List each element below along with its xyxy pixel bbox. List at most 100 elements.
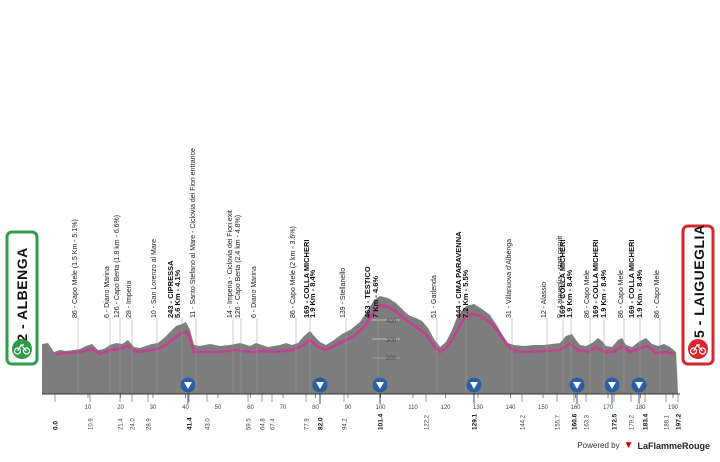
scale-label: 90 [345,405,352,411]
scale-label: 20 [117,405,124,411]
km-label: 0.0 [53,421,60,430]
flame-logo-icon: ▼ [623,440,634,451]
scale-label: 140 [505,405,516,411]
waypoint-label: 31 - Villanuova d'Albenga [506,239,513,318]
waypoint-label: 7 Km - 4.6% [371,276,380,318]
route-line [55,303,675,356]
scale-label: 10 [85,405,92,411]
gpm-arrow-icon [573,382,581,389]
waypoint-label: 9 - Laigueglia - start circuit [557,236,564,318]
elevation-tick: 300 [386,338,397,344]
km-label: 129.1 [472,413,479,430]
km-label: 41.4 [187,417,194,430]
gpm-arrow-icon [316,382,324,389]
elevation-scale: 400 300 200 [372,319,400,362]
waypoint-label: 1.9 Km - 8.4% [565,269,574,318]
km-label: 122.2 [425,414,431,430]
scale-label: 70 [280,405,287,411]
gpm-markers [180,377,647,404]
km-label: 21.4 [119,418,125,430]
km-label: 179.2 [630,414,636,430]
elevation-tick: 200 [386,356,397,362]
scale-label: 40 [182,405,189,411]
km-label: 77.9 [305,418,311,430]
scale-label: 190 [668,405,679,411]
waypoint-label: 5.6 Km - 4.1% [173,269,182,318]
km-label: 43.0 [206,418,212,430]
start-badge: 12 - ALBENGA [5,230,39,366]
waypoint-label: 169 - COLLA MICHERI [302,240,311,318]
waypoint-label: 7.2 Km - 5.5% [461,269,470,318]
scale-label: 160 [570,405,581,411]
km-label: 10.9 [89,418,95,430]
waypoint-label: 6 - Diano Marina [251,266,258,318]
km-label: 64.8 [261,418,267,430]
km-label: 144.2 [521,414,527,430]
start-label: 12 - ALBENGA [14,247,30,350]
scale-label: 80 [312,405,319,411]
scale-label: 60 [247,405,254,411]
gpm-arrow-icon [635,382,643,389]
gpm-arrow-icon [608,382,616,389]
km-labels: 0.0 10.9 21.4 24.0 28.9 41.4 43.0 59.5 64.8 67.4 7… [53,394,683,430]
finish-badge-frame [681,224,715,366]
km-label: 172.5 [612,413,619,430]
km-label: 94.2 [343,418,349,430]
waypoint-label: 28 - Imperia [126,281,133,318]
waypoint-label: 1.9 Km - 8.4% [308,269,317,318]
scale-label: 120 [440,405,451,411]
gpm-arrow-icon [376,382,384,389]
waypoint-label: 86 - Capo Mele (1.5 Km - 5.1%) [72,219,79,318]
waypoint-label: 86 - Capo Mele [618,270,625,318]
elevation-profile [42,296,678,394]
km-label: 101.4 [378,413,385,430]
scale-label: 50 [215,405,222,411]
km-label: 160.6 [572,413,579,430]
waypoint-label: 10 - San Lorenzo al Mare [151,239,158,318]
start-badge-frame [5,230,39,366]
waypoint-label: 243 - CIPRESSA [166,260,175,318]
waypoint-label: 169 - COLLA MICHERI [627,240,636,318]
km-label: 28.9 [147,418,153,430]
km-label: 24.0 [131,418,137,430]
waypoint-labels: 86 - Capo Mele (1.5 Km - 5.1%) 6 - Diano … [72,148,661,318]
scale-label: 150 [538,405,549,411]
footer: Powered by ▼ LaFlammeRouge [577,440,710,451]
scale-label: 170 [603,405,614,411]
waypoint-label: 126 - Capo Berta (2.4 km - 4.8%) [235,215,242,318]
waypoint-label: 51 - Garlenda [431,275,438,318]
finish-badge: 5 - LAIGUEGLIA [681,224,715,366]
scale-label: 110 [408,405,418,411]
waypoint-label: 86 - Capo Mele (2 km - 3.6%) [290,226,297,318]
waypoint-label: 6 - Diano Marina [104,266,111,318]
gpm-arrow-icon [470,382,478,389]
scale-label: 130 [473,405,484,411]
km-label: 197.2 [676,413,683,430]
waypoint-label: 86 - Capo Mele [584,270,591,318]
bicycle-icon [13,343,31,355]
waypoint-label: 126 - Capo Berta (1.8 km - 6.6%) [114,215,121,318]
scale-label: 30 [150,405,157,411]
km-label: 67.4 [271,418,277,430]
km-label: 163.3 [585,414,591,430]
brand-name: LaFlammeRouge [637,440,710,451]
distance-scale: 10 20 30 40 50 60 70 80 90 100 110 120 130 140 150 160 1… [85,394,679,411]
km-label: 183.4 [643,413,650,430]
km-label: 82.0 [318,417,325,430]
scale-label: 180 [635,405,646,411]
km-label: 155.7 [556,414,562,430]
bicycle-icon [689,343,707,355]
waypoint-label: 86 - Capo Mele [654,270,661,318]
elevation-tick: 400 [386,319,397,325]
finish-label: 5 - LAIGUEGLIA [691,224,707,338]
waypoint-label: 169 - COLLA MICHERI [591,240,600,318]
waypoint-label: 444 - CIMA PARAVENNA [454,231,463,318]
waypoint-label: 139 - Stellanello [340,268,347,318]
waypoint-label: 463 - TESTICO [363,266,372,318]
waypoint-label: 1.9 Km - 8.4% [599,269,608,318]
scale-label: 100 [375,405,386,411]
waypoint-label: 12 - Alassio [541,282,548,318]
waypoint-label: 14 - Imperia - Ciclovia dei Fiori exit [227,210,234,318]
km-label: 59.5 [247,418,253,430]
